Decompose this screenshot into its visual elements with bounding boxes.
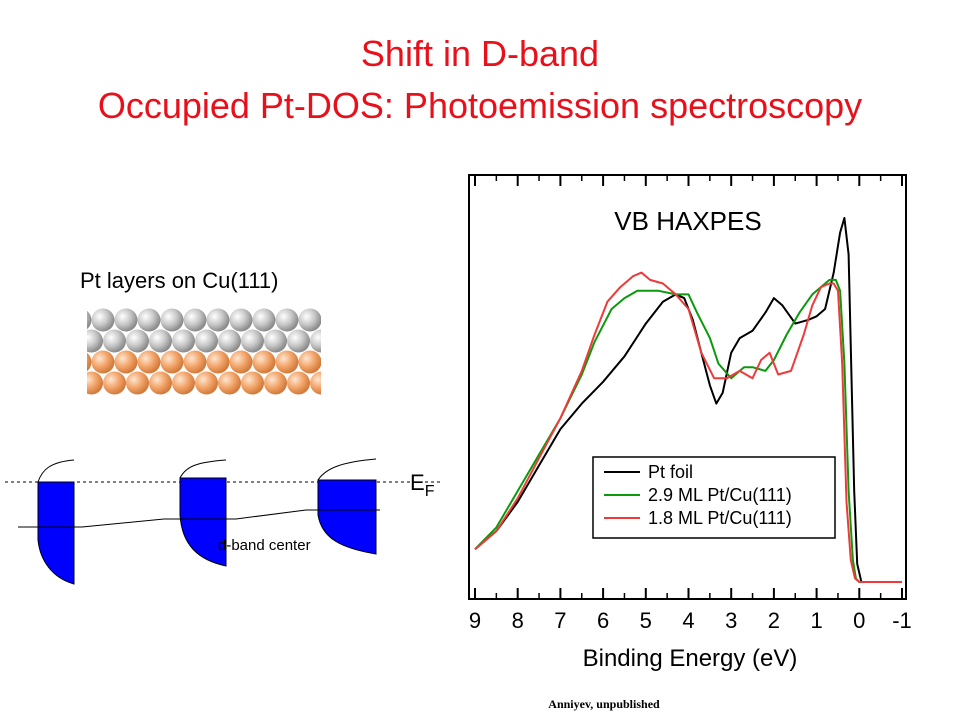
dband-shape-3 <box>306 458 380 555</box>
pt-atom <box>218 329 241 353</box>
dband-connector-2 <box>235 509 307 520</box>
cu-atom <box>172 371 195 395</box>
cu-atom <box>126 371 149 395</box>
pt-atom <box>195 329 218 353</box>
dband-shape-1 <box>18 459 82 585</box>
series-line <box>474 278 902 583</box>
legend-box <box>592 456 836 539</box>
x-tick-label: 3 <box>725 608 737 633</box>
chart-legend: Pt foil 2.9 ML Pt/Cu(111) 1.8 ML Pt/Cu(111… <box>592 456 836 539</box>
pt-atom <box>137 308 161 332</box>
cu-atom <box>310 371 321 395</box>
x-tick-label: -1 <box>892 608 912 633</box>
pt-atom <box>206 308 230 332</box>
pt-atom <box>287 329 310 353</box>
cu-atom <box>91 350 115 374</box>
pt-atom <box>87 310 92 330</box>
legend-label: Pt foil <box>648 462 693 482</box>
cu-atom <box>206 350 230 374</box>
series-lines <box>474 217 902 583</box>
x-axis-ticks: 9 8 7 6 5 4 3 2 1 0 -1 <box>469 175 912 633</box>
pt-atom <box>103 329 126 353</box>
cu-atom <box>264 371 287 395</box>
pt-atom <box>264 329 287 353</box>
cu-atom <box>287 371 310 395</box>
cu-atom <box>103 371 126 395</box>
legend-label: 2.9 ML Pt/Cu(111) <box>648 485 792 505</box>
x-tick-label: 6 <box>597 608 609 633</box>
pt-atom <box>91 308 115 332</box>
x-tick-label: 5 <box>640 608 652 633</box>
pt-atom <box>87 329 103 353</box>
cu-atom <box>229 350 253 374</box>
pt-atom <box>149 329 172 353</box>
series-line <box>474 217 902 583</box>
fermi-label-main: E <box>410 470 425 495</box>
x-tick-label: 4 <box>682 608 694 633</box>
cu-atom <box>195 371 218 395</box>
cu-atom <box>275 350 299 374</box>
pt-atom <box>160 308 184 332</box>
x-tick-label: 8 <box>512 608 524 633</box>
cu-atom <box>183 350 207 374</box>
cu-atom <box>160 350 184 374</box>
x-tick-label: 2 <box>768 608 780 633</box>
pt-atom <box>229 308 253 332</box>
legend-label: 1.8 ML Pt/Cu(111) <box>648 508 792 528</box>
cu-atom <box>114 350 138 374</box>
pt-atom <box>275 308 299 332</box>
pt-atom <box>298 308 321 332</box>
pt-atom <box>114 308 138 332</box>
slide-title: Shift in D-band <box>360 33 600 74</box>
chart-title: VB HAXPES <box>614 206 761 236</box>
x-tick-label: 1 <box>810 608 822 633</box>
pt-cu-slab-image <box>87 308 321 395</box>
dband-schematic: d-band center EF <box>5 308 440 585</box>
pt-layers-label: Pt layers on Cu(111) <box>80 268 279 293</box>
series-line <box>474 271 902 583</box>
pt-atom <box>126 329 149 353</box>
cu-atom <box>149 371 172 395</box>
x-tick-label: 7 <box>554 608 566 633</box>
cu-atom <box>218 371 241 395</box>
cu-atom <box>298 350 321 374</box>
x-tick-label: 9 <box>469 608 481 633</box>
pt-atom <box>252 308 276 332</box>
cu-atom <box>137 350 161 374</box>
cu-atom <box>87 352 92 372</box>
dband-shape-2 <box>164 459 236 567</box>
pt-atom <box>183 308 207 332</box>
pt-atom <box>310 329 321 353</box>
pt-atom <box>172 329 195 353</box>
fermi-label: EF <box>410 470 435 500</box>
fermi-label-sub: F <box>425 483 435 500</box>
dband-center-label: d-band center <box>218 537 311 554</box>
x-axis-label: Binding Energy (eV) <box>583 645 798 672</box>
credit-note: Anniyev, unpublished <box>548 697 660 711</box>
cu-atom <box>252 350 276 374</box>
dband-connector-1 <box>81 518 165 528</box>
cu-atom <box>241 371 264 395</box>
cu-atom <box>87 371 103 395</box>
slide-subtitle: Occupied Pt-DOS: Photoemission spectrosc… <box>97 85 863 126</box>
pt-atom <box>241 329 264 353</box>
x-tick-label: 0 <box>853 608 865 633</box>
